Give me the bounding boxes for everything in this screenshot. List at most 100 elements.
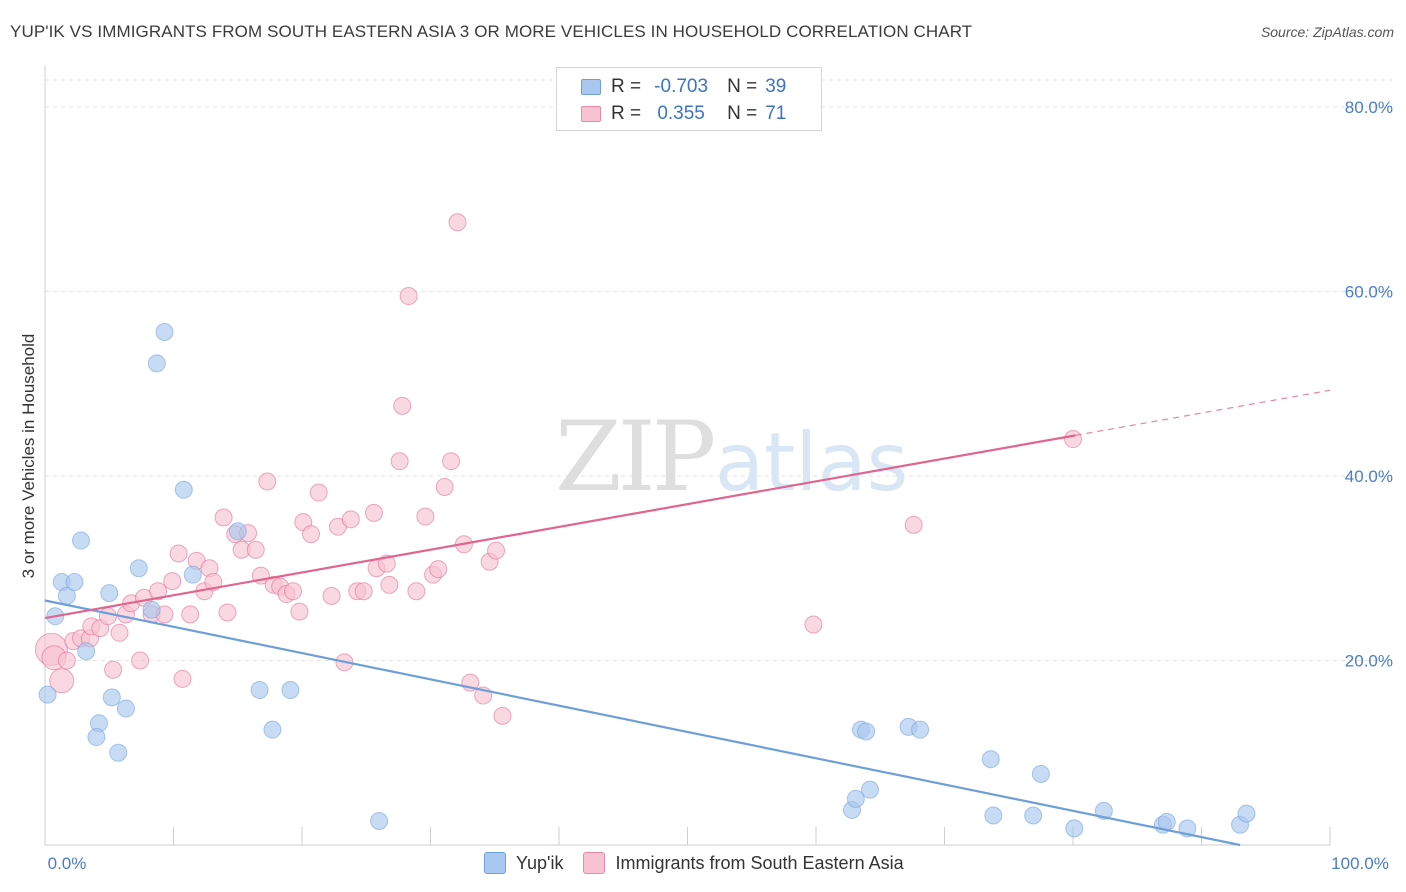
immigrants-point bbox=[429, 560, 448, 579]
immigrants-point bbox=[258, 472, 277, 491]
chart-title: YUP'IK VS IMMIGRANTS FROM SOUTH EASTERN … bbox=[10, 22, 973, 41]
yupik-point bbox=[1024, 806, 1043, 825]
immigrants-point bbox=[390, 452, 409, 471]
immigrants-point bbox=[354, 582, 373, 601]
legend-row-immigrants: R = 0.355 N = 71 bbox=[581, 102, 786, 126]
yupik-point bbox=[860, 780, 879, 799]
immigrants-trend-line bbox=[44, 434, 1076, 620]
legend-r-label: R = bbox=[611, 76, 642, 97]
yupik-point bbox=[147, 354, 166, 373]
immigrants-point bbox=[380, 575, 399, 594]
immigrants-point bbox=[393, 396, 412, 415]
yupik-point bbox=[228, 522, 247, 541]
x-tick-label: 100.0% bbox=[1331, 854, 1389, 873]
yupik-point bbox=[109, 743, 128, 762]
immigrants-point bbox=[416, 507, 435, 526]
immigrants-point bbox=[407, 582, 426, 601]
yupik-point bbox=[1065, 819, 1084, 838]
legend-r-value-yupik: -0.703 bbox=[654, 76, 709, 97]
immigrants-point bbox=[104, 660, 123, 679]
legend-row-yupik: R = -0.703 N = 39 bbox=[581, 75, 786, 99]
gridlines bbox=[45, 79, 1392, 661]
yupik-point bbox=[155, 323, 174, 342]
immigrants-point bbox=[377, 554, 396, 573]
yupik-point bbox=[263, 720, 282, 739]
trend-lines bbox=[44, 389, 1331, 847]
bottom-legend-swatch-immigrants bbox=[583, 852, 606, 874]
yupik-point bbox=[1031, 764, 1050, 783]
immigrants-point bbox=[284, 582, 303, 601]
bottom-legend-immigrants: Immigrants from South Eastern Asia bbox=[583, 852, 904, 874]
legend-n-label: N = bbox=[727, 76, 758, 97]
bottom-legend-yupik: Yup'ik bbox=[484, 852, 563, 874]
immigrants-point bbox=[1064, 430, 1082, 449]
immigrants-point bbox=[448, 213, 467, 232]
immigrants-point bbox=[301, 525, 320, 544]
y-tick-label: 40.0% bbox=[1345, 467, 1393, 486]
y-tick-label: 20.0% bbox=[1345, 651, 1393, 670]
immigrants-point bbox=[110, 623, 129, 642]
watermark: ZIP atlas bbox=[555, 401, 908, 513]
immigrants-point bbox=[218, 603, 237, 622]
bottom-legend-swatch-yupik bbox=[484, 852, 506, 874]
immigrants-point bbox=[181, 605, 200, 624]
legend-n-value-immigrants: 71 bbox=[765, 103, 787, 124]
y-tick-label: 60.0% bbox=[1345, 282, 1393, 301]
yupik-point bbox=[1094, 801, 1113, 820]
immigrants-point bbox=[131, 651, 150, 670]
y-axis-label: 3 or more Vehicles in Household bbox=[19, 334, 38, 579]
legend-r-label: R = bbox=[611, 103, 642, 124]
legend-swatch-yupik bbox=[581, 79, 601, 95]
immigrants-point bbox=[804, 615, 823, 634]
legend: R = -0.703 N = 39 R = 0.355 N = 71 bbox=[556, 67, 822, 131]
legend-n-label: N = bbox=[727, 103, 758, 124]
yupik-point bbox=[174, 480, 193, 499]
yupik-point bbox=[38, 685, 57, 704]
yupik-point bbox=[183, 565, 202, 584]
immigrants-point bbox=[49, 668, 75, 694]
immigrants-point bbox=[364, 503, 383, 522]
bottom-legend-label-immigrants: Immigrants from South Eastern Asia bbox=[615, 852, 904, 873]
immigrants-point bbox=[169, 544, 188, 563]
yupik-point bbox=[1237, 804, 1256, 823]
immigrants-point bbox=[309, 483, 328, 502]
immigrants-point bbox=[435, 478, 454, 497]
yupik-point bbox=[129, 559, 148, 578]
immigrants-point bbox=[246, 540, 265, 559]
watermark-zip: ZIP bbox=[555, 401, 714, 513]
legend-swatch-immigrants bbox=[581, 106, 601, 122]
yupik-point bbox=[77, 642, 96, 661]
immigrants-point bbox=[290, 602, 309, 621]
yupik-point bbox=[87, 728, 106, 747]
immigrants-point bbox=[341, 510, 360, 529]
immigrants-point bbox=[149, 582, 168, 601]
immigrants-trend-extension bbox=[1075, 389, 1331, 436]
yupik-point bbox=[102, 688, 121, 707]
source-label: Source: ZipAtlas.com bbox=[1260, 24, 1394, 40]
tick-labels: 20.0% 40.0% 60.0% 80.0% 0.0% 100.0% bbox=[48, 98, 1393, 873]
yupik-point bbox=[100, 584, 119, 603]
yupik-point bbox=[65, 573, 84, 592]
immigrants-point bbox=[322, 586, 341, 605]
yupik-point bbox=[911, 720, 930, 739]
y-tick-label: 80.0% bbox=[1345, 98, 1393, 117]
yupik-point bbox=[281, 681, 300, 699]
legend-r-value-immigrants: 0.355 bbox=[657, 103, 705, 124]
legend-n-value-yupik: 39 bbox=[765, 76, 787, 97]
yupik-point bbox=[846, 789, 865, 808]
yupik-point bbox=[142, 600, 161, 619]
immigrants-point bbox=[163, 572, 182, 591]
yupik-trend-line bbox=[44, 599, 1241, 847]
immigrants-point bbox=[399, 287, 418, 306]
immigrants-point bbox=[214, 508, 233, 527]
series-yupik-points bbox=[38, 323, 1256, 838]
immigrants-point bbox=[487, 541, 506, 560]
yupik-point bbox=[250, 681, 269, 699]
yupik-point bbox=[981, 750, 1000, 769]
yupik-point bbox=[857, 722, 876, 741]
immigrants-point bbox=[442, 452, 461, 471]
yupik-point bbox=[116, 699, 135, 718]
yupik-point bbox=[984, 806, 1003, 825]
immigrants-point bbox=[98, 607, 117, 626]
